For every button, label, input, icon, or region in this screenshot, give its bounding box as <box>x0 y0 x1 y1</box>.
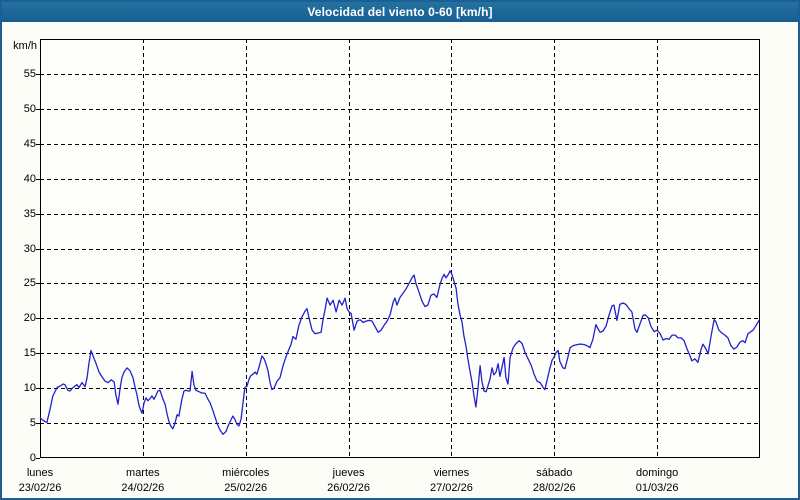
y-axis-label: 15 <box>23 347 36 360</box>
y-axis-label: 45 <box>23 137 36 150</box>
x-axis-date-label: 28/02/26 <box>532 482 576 494</box>
x-axis-day-label: miércoles <box>222 467 270 479</box>
x-axis-day-label: domingo <box>636 467 679 479</box>
x-axis-day-label: jueves <box>332 467 365 479</box>
x-axis-date-label: 26/02/26 <box>327 482 370 494</box>
x-axis-day-label: martes <box>126 467 160 479</box>
y-axis-unit-label: km/h <box>13 40 37 52</box>
x-axis-date-label: 01/03/26 <box>635 482 679 494</box>
y-axis-label: 40 <box>23 172 36 185</box>
chart-title: Velocidad del viento 0-60 [km/h] <box>307 5 493 19</box>
x-axis-date-label: 25/02/26 <box>224 482 268 494</box>
plot-border <box>40 39 760 458</box>
y-axis-label: 10 <box>23 382 36 395</box>
plot-area <box>40 39 760 458</box>
x-axis-date-label: 24/02/26 <box>121 482 165 494</box>
y-axis-label: 55 <box>23 67 36 80</box>
y-axis-label: 35 <box>23 207 36 220</box>
x-axis-date-label: 23/02/26 <box>18 482 62 494</box>
y-axis-label: 0 <box>29 452 36 464</box>
y-axis-label: 25 <box>23 277 36 290</box>
title-bar: Velocidad del viento 0-60 [km/h] <box>2 2 798 22</box>
y-axis-label: 30 <box>23 242 36 255</box>
y-axis-label: 5 <box>29 417 36 430</box>
y-axis-label: 50 <box>23 102 36 115</box>
x-axis-day-label: viernes <box>433 467 470 479</box>
y-axis-label: 20 <box>23 312 36 325</box>
x-axis-day-label: lunes <box>26 467 54 479</box>
wind-speed-line <box>39 270 760 435</box>
x-axis-date-label: 27/02/26 <box>430 482 473 494</box>
x-axis-day-label: sábado <box>536 467 573 479</box>
